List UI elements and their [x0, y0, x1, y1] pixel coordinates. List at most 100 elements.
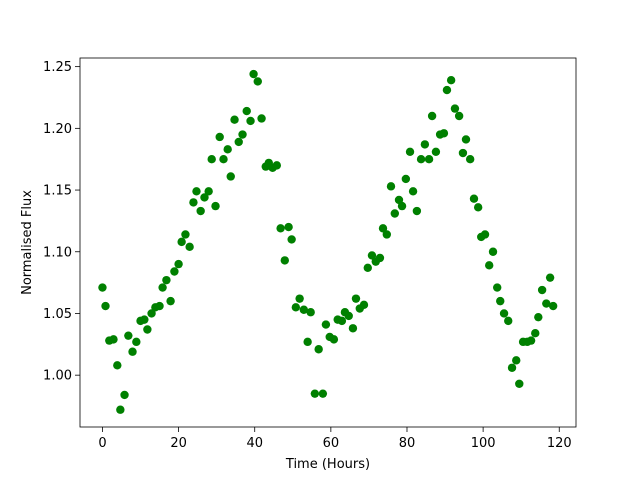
point — [351, 294, 361, 303]
point — [238, 130, 247, 139]
point — [348, 324, 358, 333]
point — [499, 309, 509, 318]
y-tick-label: 1.20 — [43, 122, 72, 137]
point — [249, 69, 258, 79]
point — [276, 224, 285, 233]
y-tick-label: 1.25 — [43, 60, 72, 75]
point — [272, 161, 282, 170]
point — [446, 76, 456, 85]
point — [155, 301, 164, 311]
point — [101, 301, 110, 311]
point — [534, 312, 543, 322]
point — [424, 154, 434, 164]
point — [542, 299, 551, 308]
point — [367, 251, 377, 260]
point — [204, 187, 213, 196]
point — [280, 256, 289, 265]
point — [98, 283, 107, 292]
point — [454, 111, 464, 121]
point — [427, 111, 437, 121]
point — [219, 154, 228, 164]
point — [363, 263, 372, 272]
y-tick-label: 1.10 — [43, 245, 72, 260]
point — [132, 337, 141, 347]
point — [375, 253, 385, 263]
point — [253, 77, 262, 86]
point — [211, 201, 220, 211]
point — [284, 222, 293, 232]
point — [291, 303, 301, 312]
point — [442, 85, 452, 95]
point — [215, 132, 224, 142]
point — [140, 315, 149, 324]
point — [493, 283, 502, 292]
point — [162, 275, 171, 285]
point — [310, 389, 320, 398]
point — [531, 329, 540, 338]
x-tick-label: 20 — [170, 436, 187, 451]
point — [196, 206, 205, 216]
point — [192, 187, 201, 196]
point — [485, 261, 494, 270]
y-axis-label: Normalised Flux — [20, 190, 35, 295]
point — [480, 230, 490, 239]
point — [390, 209, 400, 218]
point — [401, 174, 411, 184]
point — [545, 273, 555, 282]
point — [287, 235, 296, 244]
x-tick-label: 60 — [323, 436, 340, 451]
point — [344, 311, 353, 321]
point — [158, 283, 167, 292]
point — [488, 247, 498, 256]
point — [526, 336, 536, 345]
point — [166, 296, 175, 306]
point — [189, 198, 198, 207]
point — [246, 116, 255, 126]
point — [386, 182, 396, 191]
point — [299, 305, 309, 314]
x-tick-label: 80 — [399, 436, 416, 451]
point — [295, 294, 304, 303]
point — [515, 379, 524, 389]
y-tick-label: 1.00 — [43, 369, 72, 384]
point — [170, 267, 179, 276]
point — [230, 115, 239, 124]
point — [458, 148, 468, 158]
point — [318, 389, 328, 398]
y-tick-label: 1.05 — [43, 307, 72, 322]
x-axis-label: Time (Hours) — [285, 457, 370, 472]
point — [408, 187, 418, 196]
point — [303, 337, 312, 347]
point — [329, 335, 339, 344]
point — [465, 154, 475, 164]
point — [257, 114, 266, 123]
point — [109, 335, 118, 344]
point — [207, 154, 216, 164]
x-tick-label: 40 — [246, 436, 263, 451]
point — [397, 201, 407, 211]
point — [223, 145, 232, 154]
point — [128, 347, 137, 356]
point — [420, 140, 430, 149]
point — [181, 230, 190, 239]
point — [234, 137, 243, 147]
point — [116, 405, 125, 414]
x-tick-label: 120 — [547, 436, 572, 451]
point — [548, 301, 558, 311]
point — [431, 147, 441, 156]
point — [473, 203, 483, 212]
point — [405, 147, 415, 156]
point — [439, 129, 449, 138]
point — [113, 361, 122, 370]
point — [242, 106, 251, 116]
point — [200, 193, 209, 202]
point — [450, 104, 460, 113]
point — [321, 320, 331, 329]
point — [537, 285, 547, 295]
point — [147, 309, 156, 318]
point — [504, 316, 513, 326]
point — [174, 259, 183, 269]
point — [507, 363, 517, 372]
point — [461, 135, 471, 144]
